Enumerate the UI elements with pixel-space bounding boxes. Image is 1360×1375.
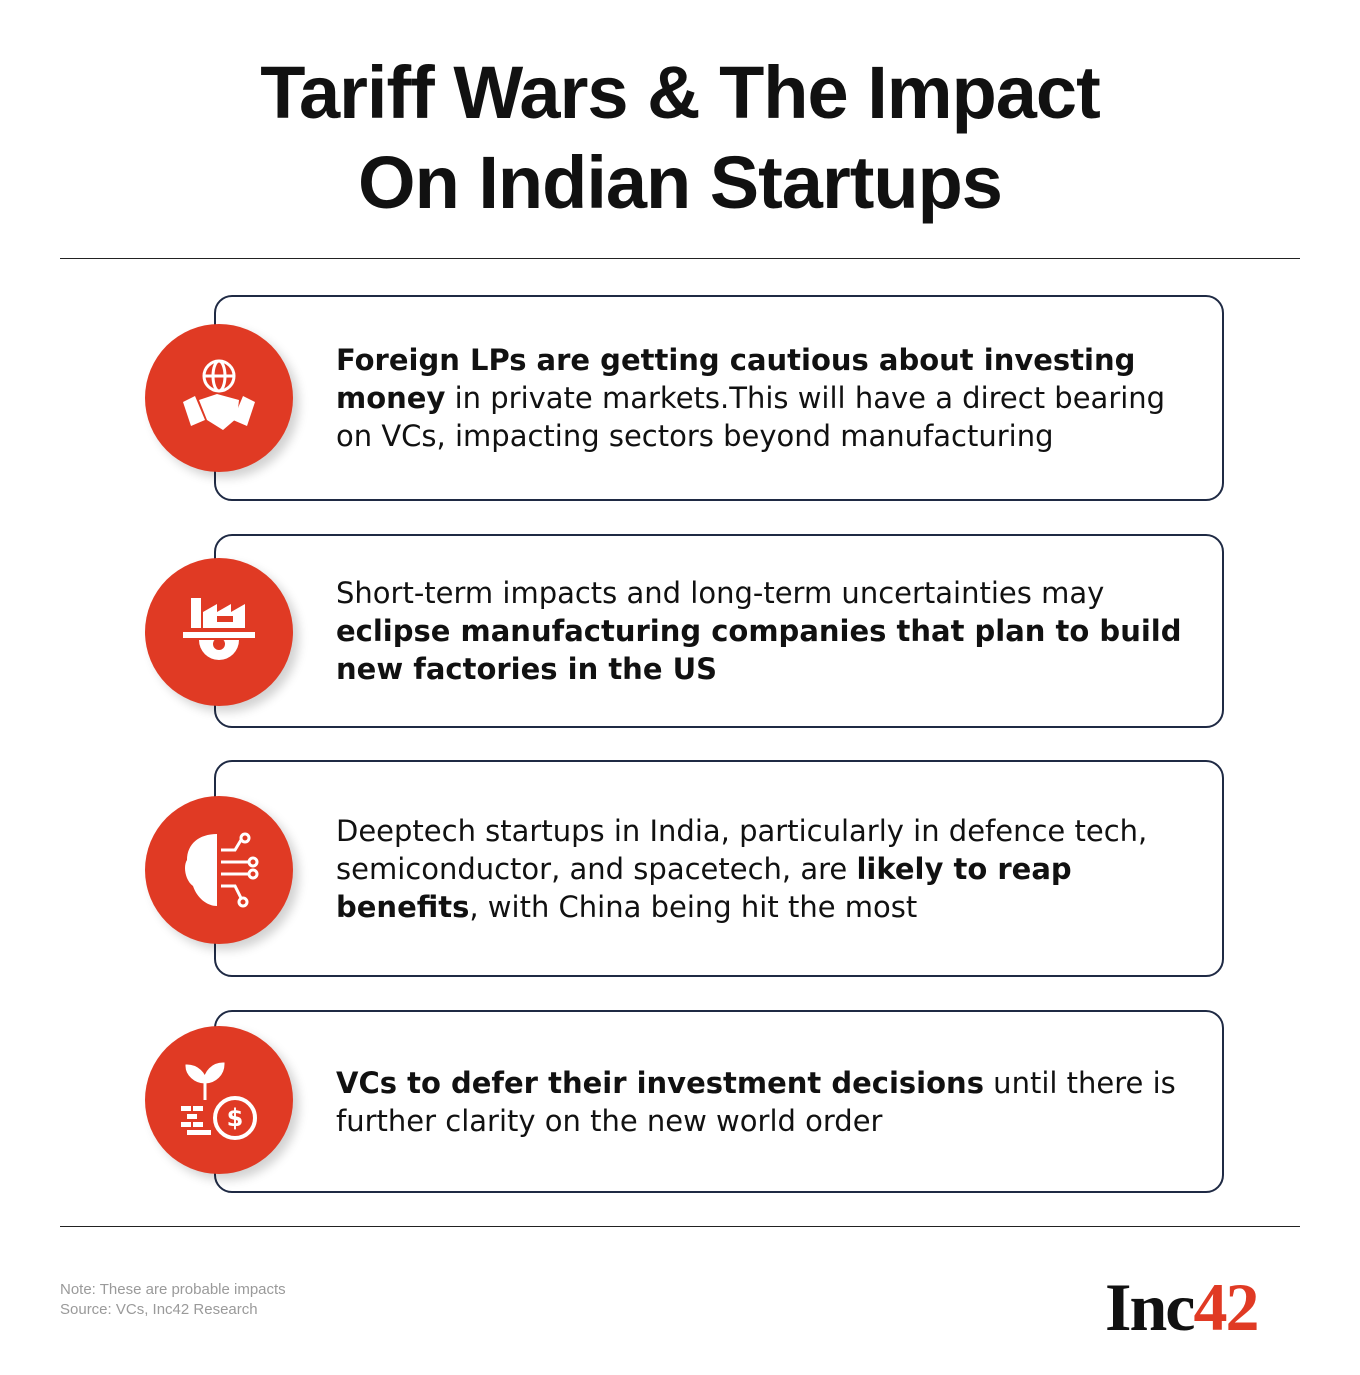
plant-money-icon: $	[181, 1062, 257, 1140]
card-text: Foreign LPs are getting cautious about i…	[336, 341, 1196, 455]
title-line: On Indian Startups	[358, 141, 1003, 224]
text: Deeptech startups in India, particularly…	[336, 813, 1148, 886]
card: VCs to defer their investment decisions …	[214, 1010, 1224, 1193]
text: , with China being hit the most	[469, 889, 918, 924]
card: Short-term impacts and long-term uncerta…	[214, 534, 1224, 728]
icon-circle	[145, 558, 293, 706]
card-text: VCs to defer their investment decisions …	[336, 1064, 1196, 1140]
svg-text:$: $	[227, 1104, 244, 1132]
logo-main: Inc	[1105, 1269, 1195, 1345]
text: in private markets.This will have a dire…	[336, 381, 1166, 453]
text: Short-term impacts and long-term uncerta…	[336, 576, 1105, 610]
logo-accent: 42	[1193, 1269, 1259, 1345]
icon-circle	[145, 796, 293, 944]
card: Foreign LPs are getting cautious about i…	[214, 295, 1224, 501]
bold-text: Foreign LPs are getting cautious about i…	[336, 343, 1136, 415]
icon-circle	[145, 324, 293, 472]
divider	[60, 258, 1300, 259]
icon-circle: $	[145, 1026, 293, 1174]
card-text: Short-term impacts and long-term uncerta…	[336, 574, 1196, 688]
divider	[60, 1226, 1300, 1227]
title-line: Tariff Wars & The Impact	[260, 51, 1100, 134]
bold-text: VCs to defer their investment decisions	[336, 1065, 984, 1100]
handshake-globe-icon	[183, 359, 255, 430]
brain-circuit-icon	[185, 832, 259, 908]
factory-gear-icon	[183, 598, 255, 660]
note: Note: These are probable impacts	[60, 1281, 286, 1298]
bold-text: eclipse manufacturing companies that pla…	[336, 614, 1182, 686]
text: until there is further clarity on the ne…	[336, 1065, 1176, 1138]
bold-text: likely to reap benefits	[336, 851, 1072, 924]
source: Source: VCs, Inc42 Research	[60, 1301, 258, 1318]
card: Deeptech startups in India, particularly…	[214, 760, 1224, 977]
logo: Inc42	[1105, 1268, 1259, 1347]
card-text: Deeptech startups in India, particularly…	[336, 812, 1196, 926]
